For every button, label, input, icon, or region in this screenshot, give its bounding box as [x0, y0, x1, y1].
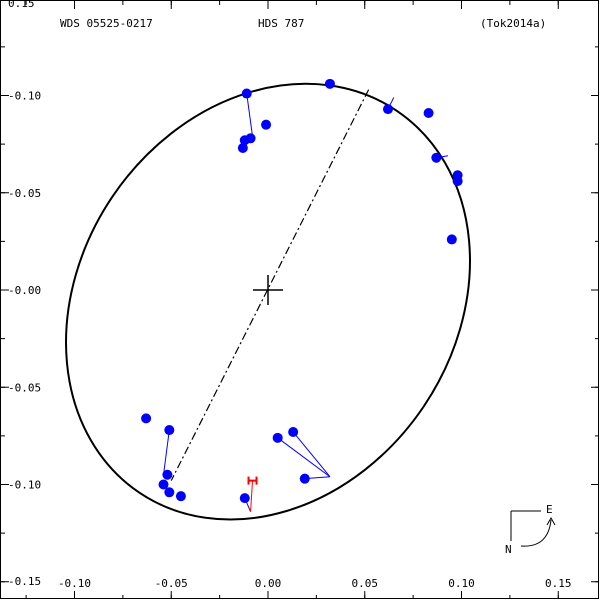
observation-point [446, 234, 457, 245]
compass-east-label: E [546, 503, 553, 516]
observation-point [158, 479, 169, 490]
orbit-ellipse [65, 82, 471, 521]
y-tick-label: 0.15 [8, 0, 35, 10]
x-tick-label: -0.10 [58, 577, 91, 590]
observation-point [164, 487, 175, 498]
x-tick-label: -0.05 [155, 577, 188, 590]
observation-point [164, 425, 175, 436]
x-tick-label: 0.00 [255, 577, 282, 590]
compass-arrow-head [546, 516, 556, 526]
observation-point [141, 413, 152, 424]
y-tick-label: -0.05 [8, 187, 41, 200]
axis-tick-labels: -0.10 -0.05 0.00 0.05 0.10 0.15 0.15 -0.10 -0.05… [8, 0, 572, 590]
header-right-label: (Tok2014a) [480, 17, 546, 30]
observation-points [141, 78, 463, 504]
observation-point [423, 108, 434, 119]
line-of-nodes [170, 89, 370, 481]
y-tick-label: -0.00 [8, 284, 41, 297]
observation-point [299, 473, 310, 484]
residual-line [246, 93, 254, 137]
special-observation-point [247, 476, 258, 485]
y-tick-label: -0.15 [8, 575, 41, 588]
y-tick-label: -0.10 [8, 479, 41, 492]
observation-point [382, 104, 393, 115]
observation-point [162, 469, 173, 480]
x-tick-label: 0.15 [545, 577, 572, 590]
observation-point [175, 491, 186, 502]
header-left-label: WDS 05525-0217 [60, 17, 153, 30]
x-tick-label: 0.10 [448, 577, 475, 590]
header-center-label: HDS 787 [258, 17, 304, 30]
residual-line [277, 437, 331, 478]
y-tick-label: -0.05 [8, 381, 41, 394]
compass-arrow-curve [520, 519, 552, 547]
residual-line [292, 431, 331, 478]
observation-point [452, 176, 463, 187]
observation-point [261, 119, 272, 130]
y-tick-label: -0.10 [8, 90, 41, 103]
observation-point [272, 432, 283, 443]
observation-point [241, 88, 252, 99]
compass: E N [505, 503, 556, 556]
x-tick-label: 0.05 [352, 577, 379, 590]
compass-north-label: N [505, 543, 512, 556]
observation-point [239, 493, 250, 504]
observation-point [431, 152, 442, 163]
orbit-layer [65, 82, 471, 521]
observation-point [245, 133, 256, 144]
observation-point [237, 143, 248, 154]
observation-point [288, 426, 299, 437]
special-residual-line [250, 480, 254, 512]
observation-point [324, 78, 335, 89]
residual-line [163, 429, 170, 475]
